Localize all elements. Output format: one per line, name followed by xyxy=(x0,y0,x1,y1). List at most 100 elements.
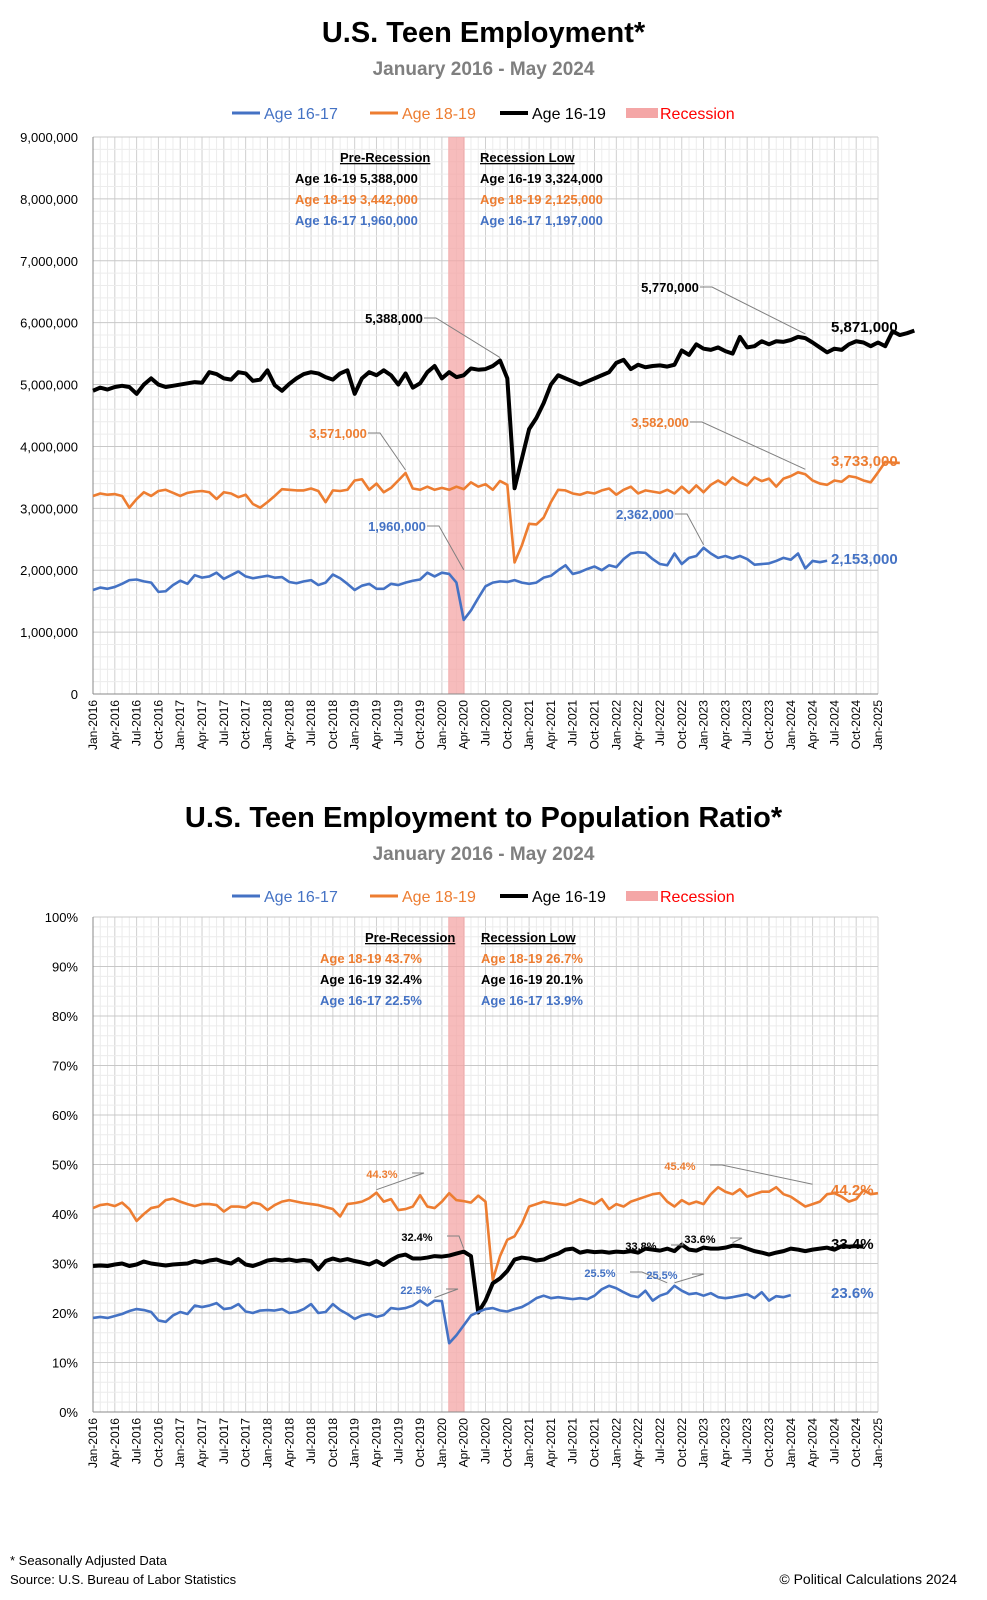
recession-band xyxy=(448,137,465,694)
legend-item-age_18_19: Age 18-19 xyxy=(370,106,476,123)
recession-low-age_18_19: Age 18-19 26.7% xyxy=(481,951,583,966)
x-tick-label: Jan-2016 xyxy=(86,1418,100,1468)
callout-label-age_18_19: 45.4% xyxy=(664,1161,695,1173)
end-label-age_16_19: 33.4% xyxy=(831,1236,874,1253)
x-tick-label: Jan-2019 xyxy=(348,1418,362,1468)
x-tick-label: Jan-2024 xyxy=(784,1418,798,1468)
x-tick-label: Oct-2024 xyxy=(849,1418,863,1468)
x-tick-label: Jul-2017 xyxy=(217,700,231,746)
x-tick-label: Jul-2021 xyxy=(566,1418,580,1464)
x-tick-label: Oct-2019 xyxy=(413,1418,427,1468)
legend-swatch-recession xyxy=(626,891,658,901)
series-line-age_16_17 xyxy=(92,1284,792,1345)
x-tick-label: Jul-2020 xyxy=(479,1418,493,1464)
x-tick-label: Apr-2018 xyxy=(282,700,296,750)
x-tick-label: Oct-2021 xyxy=(588,1418,602,1468)
callout-leader xyxy=(674,1273,705,1284)
recession-low-heading: Recession Low xyxy=(480,150,576,165)
x-tick-label: Jan-2022 xyxy=(609,700,623,750)
x-tick-label: Oct-2017 xyxy=(239,1418,253,1468)
y-tick-label: 2,000,000 xyxy=(20,563,78,578)
gridlines xyxy=(92,916,879,1413)
callout-label-age_16_17: 22.5% xyxy=(400,1285,431,1297)
x-tick-label: Oct-2023 xyxy=(762,700,776,750)
legend-label-age_16_17: Age 16-17 xyxy=(264,889,338,906)
x-tick-label: Apr-2017 xyxy=(195,700,209,750)
x-tick-label: Apr-2023 xyxy=(718,1418,732,1468)
x-tick-label: Jan-2016 xyxy=(86,700,100,750)
legend-label-recession: Recession xyxy=(660,889,735,906)
callout-leader xyxy=(376,1172,425,1191)
x-tick-label: Oct-2024 xyxy=(849,700,863,750)
end-label-age_16_17: 2,153,000 xyxy=(831,551,898,568)
x-tick-label: Jul-2023 xyxy=(740,700,754,746)
footnote: * Seasonally Adjusted Data xyxy=(10,1553,167,1568)
y-tick-label: 100% xyxy=(45,910,79,925)
x-tick-label: Jul-2022 xyxy=(653,700,667,746)
x-tick-label: Apr-2022 xyxy=(631,700,645,750)
x-tick-label: Oct-2023 xyxy=(762,1418,776,1468)
pre-recession-heading: Pre-Recession xyxy=(365,930,455,945)
y-tick-label: 0% xyxy=(59,1405,78,1420)
x-tick-label: Apr-2017 xyxy=(195,1418,209,1468)
x-tick-label: Apr-2022 xyxy=(631,1418,645,1468)
end-label-age_18_19: 3,733,000 xyxy=(831,453,898,470)
y-tick-label: 90% xyxy=(52,960,78,975)
legend-label-recession: Recession xyxy=(660,106,735,123)
y-tick-label: 60% xyxy=(52,1108,78,1123)
y-tick-label: 4,000,000 xyxy=(20,439,78,454)
y-tick-label: 70% xyxy=(52,1059,78,1074)
callout-leader xyxy=(700,286,806,335)
y-tick-label: 1,000,000 xyxy=(20,625,78,640)
pre-recession-annotation: Pre-Recession Age 18-19 43.7% Age 16-19 32… xyxy=(320,930,455,1008)
recession-low-age_16_17: Age 16-17 1,197,000 xyxy=(480,213,603,228)
recession-band xyxy=(448,917,465,1412)
callout-leader xyxy=(730,1237,743,1244)
callout-label-age_18_19: 44.3% xyxy=(366,1169,397,1181)
x-tick-label: Jan-2017 xyxy=(173,700,187,750)
copyright: © Political Calculations 2024 xyxy=(779,1571,957,1587)
x-tick-label: Jan-2020 xyxy=(435,700,449,750)
y-tick-label: 30% xyxy=(52,1257,78,1272)
pre-recession-age_18_19: Age 18-19 3,442,000 xyxy=(295,192,418,207)
y-tick-label: 8,000,000 xyxy=(20,192,78,207)
x-tick-label: Jan-2023 xyxy=(697,1418,711,1468)
x-tick-label: Apr-2020 xyxy=(457,1418,471,1468)
x-tick-label: Jan-2018 xyxy=(260,1418,274,1468)
callout-leader xyxy=(424,317,501,358)
x-tick-label: Jul-2022 xyxy=(653,1418,667,1464)
x-tick-label: Jul-2023 xyxy=(740,1418,754,1464)
legend-item-age_18_19: Age 18-19 xyxy=(370,889,476,906)
x-tick-label: Jul-2021 xyxy=(566,700,580,746)
x-tick-label: Jan-2018 xyxy=(260,700,274,750)
callout-label-age_16_19: 5,388,000 xyxy=(365,311,423,326)
recession-low-age_16_19: Age 16-19 20.1% xyxy=(481,972,583,987)
x-tick-label: Apr-2016 xyxy=(108,700,122,750)
pre-recession-annotation: Pre-Recession Age 16-19 5,388,000 Age 18-1… xyxy=(295,150,430,228)
x-tick-label: Jan-2017 xyxy=(173,1418,187,1468)
y-tick-label: 10% xyxy=(52,1356,78,1371)
y-tick-label: 3,000,000 xyxy=(20,501,78,516)
callout-leader xyxy=(368,432,406,471)
y-tick-label: 50% xyxy=(52,1158,78,1173)
callout-label-age_16_19: 33.6% xyxy=(684,1234,715,1246)
pre-recession-age_16_17: Age 16-17 1,960,000 xyxy=(295,213,418,228)
x-tick-label: Jul-2016 xyxy=(130,700,144,746)
source-note: Source: U.S. Bureau of Labor Statistics xyxy=(10,1572,237,1587)
x-tick-label: Apr-2021 xyxy=(544,700,558,750)
callout-leader xyxy=(671,1241,684,1246)
teen-employment-ratio-chart: U.S. Teen Employment to Population Ratio… xyxy=(45,802,885,1468)
callout-leader xyxy=(447,1235,465,1249)
callout-label-age_16_19: 5,770,000 xyxy=(641,280,699,295)
x-tick-label: Jan-2022 xyxy=(609,1418,623,1468)
end-label-age_16_19: 5,871,000 xyxy=(831,319,898,336)
pre-recession-heading: Pre-Recession xyxy=(340,150,430,165)
x-tick-label: Apr-2023 xyxy=(718,700,732,750)
chart-subtitle: January 2016 - May 2024 xyxy=(373,844,595,865)
x-tick-label: Oct-2022 xyxy=(675,1418,689,1468)
x-tick-label: Jan-2019 xyxy=(348,700,362,750)
y-tick-label: 7,000,000 xyxy=(20,254,78,269)
x-tick-label: Apr-2020 xyxy=(457,700,471,750)
chart-title: U.S. Teen Employment to Population Ratio… xyxy=(185,802,783,834)
x-tick-label: Oct-2018 xyxy=(326,700,340,750)
